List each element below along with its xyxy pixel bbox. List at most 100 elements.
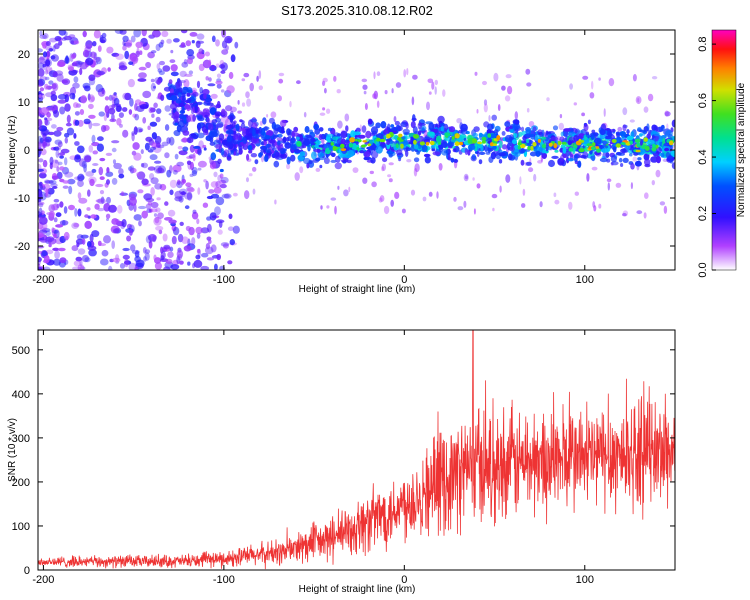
- spectrogram-cell: [434, 86, 437, 95]
- spectrogram-cell: [343, 189, 349, 197]
- spectrogram-cell: [659, 201, 666, 206]
- spectrogram-cell: [169, 189, 174, 196]
- spectrogram-cell: [145, 136, 153, 142]
- spectrogram-cell: [44, 180, 54, 184]
- spectrogram-cell: [169, 88, 174, 95]
- spectrogram-cell: [467, 144, 476, 151]
- spectrogram-cell: [141, 210, 148, 219]
- spectrogram-cell: [213, 186, 222, 194]
- spectrogram-cell: [38, 147, 42, 156]
- spectrogram-cell: [318, 127, 324, 132]
- spectrogram-cell: [189, 32, 198, 37]
- spectrogram-cell: [159, 183, 167, 191]
- spectrogram-cell: [92, 41, 97, 47]
- spectrogram-cell: [239, 119, 243, 123]
- spectrogram-cell: [82, 30, 87, 38]
- spectrogram-cell: [664, 147, 670, 152]
- spectrogram-cell: [548, 159, 555, 168]
- spectrogram-cell: [172, 169, 178, 175]
- spectrogram-cell: [115, 254, 120, 262]
- snr-x-tick-label: 100: [576, 574, 594, 586]
- spectrogram-cell: [626, 129, 630, 135]
- spectrogram-cell: [574, 128, 580, 135]
- spectrogram-cell: [202, 144, 207, 149]
- spectrogram-cell: [651, 124, 657, 131]
- spectrogram-cell: [50, 104, 59, 111]
- spectrogram-cell: [220, 89, 225, 93]
- spectrogram-cell: [345, 125, 349, 132]
- spectrogram-cell: [111, 218, 119, 225]
- spectrogram-cell: [196, 248, 201, 254]
- spectrogram-cell: [606, 178, 612, 183]
- spectrogram-cell: [71, 222, 79, 229]
- spectrogram-cell: [88, 114, 96, 119]
- spectrogram-cell: [330, 152, 336, 157]
- spectrogram-cell: [45, 44, 53, 51]
- spectrogram-cell: [111, 177, 118, 185]
- spectrogram-cell-bright: [367, 143, 372, 147]
- spectrogram-cell: [95, 199, 104, 203]
- spectrogram-cell: [289, 100, 292, 108]
- spectrogram-cell: [166, 38, 172, 44]
- spectrogram-cell: [138, 66, 147, 71]
- spectrogram-cell: [401, 208, 406, 214]
- spectrogram-cell: [195, 226, 203, 235]
- spectrogram-cell: [188, 70, 194, 75]
- spectrogram-cell: [294, 172, 300, 181]
- spectrogram-cell: [98, 111, 105, 117]
- spectrogram-cell: [225, 105, 233, 112]
- spectrogram-cell: [150, 50, 157, 54]
- spectrogram-cell: [147, 125, 151, 131]
- spectrogram-cell: [59, 201, 64, 208]
- spectrogram-cell: [656, 155, 661, 164]
- spectrogram-cell-bright: [561, 141, 567, 145]
- spectrogram-cell: [196, 80, 201, 89]
- spectrogram-cell: [200, 265, 210, 270]
- spectrogram-cell: [244, 190, 250, 200]
- spectrogram-cell: [403, 69, 407, 78]
- spectrogram-cell: [274, 151, 280, 160]
- spectrogram-cell: [215, 104, 222, 109]
- spectrogram-cell-bright: [399, 139, 404, 142]
- spectrogram-cell: [598, 203, 602, 209]
- spectrogram-cell: [322, 107, 326, 111]
- spectrogram-cell-bright: [652, 143, 656, 148]
- spectrogram-cell: [85, 57, 94, 66]
- spectrogram-cell: [79, 258, 83, 267]
- spectrogram-cell: [135, 259, 145, 268]
- spectrogram-cell: [493, 129, 499, 134]
- spectrogram-cell: [219, 168, 224, 173]
- snr-x-ticks: -200 -100 0 100: [32, 330, 594, 586]
- spectrogram-cell: [97, 45, 102, 52]
- spectrogram-cell: [225, 129, 234, 135]
- spectrogram-cell: [130, 35, 136, 43]
- spectrogram-cell: [600, 148, 609, 153]
- spectrogram-cell: [584, 136, 588, 141]
- spectrogram-cell: [155, 207, 161, 213]
- spectrogram-cell: [108, 265, 113, 270]
- snr-y-label: SNR (10 * v/v): [7, 418, 18, 482]
- spectrogram-x-ticks: -200 -100 0 100: [32, 30, 594, 286]
- spectrogram-cell: [375, 145, 383, 154]
- spectrogram-cell: [488, 115, 491, 122]
- spectrogram-cell: [485, 151, 491, 155]
- spectrogram-cell: [483, 99, 488, 106]
- spectrogram-cell: [280, 119, 287, 128]
- spectrogram-cell: [122, 35, 129, 42]
- spectrogram-cell-bright: [454, 141, 460, 147]
- spectrogram-cell: [635, 96, 642, 105]
- spectrogram-cell: [664, 130, 673, 138]
- spectrogram-cell: [154, 262, 162, 270]
- spectrogram-cell: [362, 84, 368, 90]
- spectrogram-cell: [217, 158, 222, 164]
- spectrogram-cell: [94, 203, 100, 210]
- spectrogram-cell: [524, 133, 532, 138]
- spectrogram-cell: [384, 90, 388, 95]
- spectrogram-cell: [95, 56, 102, 65]
- spectrogram-cell: [380, 121, 387, 129]
- spectrogram-cell: [101, 32, 107, 39]
- spectrogram-cell: [170, 49, 174, 54]
- spectrogram-cell: [91, 134, 96, 144]
- spectrogram-cell: [139, 104, 149, 109]
